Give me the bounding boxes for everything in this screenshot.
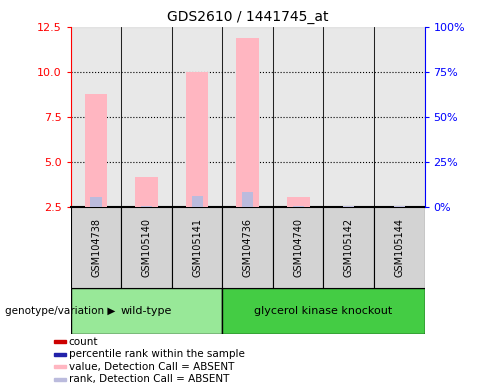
Bar: [71, 288, 223, 334]
Bar: [287, 197, 309, 207]
Bar: [343, 205, 354, 207]
Bar: [374, 207, 425, 288]
Bar: [242, 192, 253, 207]
Text: wild-type: wild-type: [121, 306, 172, 316]
Bar: [54, 365, 66, 368]
Bar: [172, 27, 223, 207]
Bar: [223, 288, 425, 334]
Bar: [84, 94, 107, 207]
Bar: [236, 38, 259, 207]
Text: GSM104738: GSM104738: [91, 218, 101, 277]
Bar: [141, 205, 152, 207]
Title: GDS2610 / 1441745_at: GDS2610 / 1441745_at: [167, 10, 328, 25]
Bar: [135, 177, 158, 207]
Bar: [71, 207, 122, 288]
Text: GSM105144: GSM105144: [394, 218, 404, 277]
Text: GSM105140: GSM105140: [142, 218, 152, 277]
Bar: [223, 207, 273, 288]
Text: GSM105142: GSM105142: [344, 218, 354, 277]
Bar: [273, 207, 324, 288]
Text: genotype/variation ▶: genotype/variation ▶: [5, 306, 115, 316]
Bar: [71, 27, 122, 207]
Bar: [324, 207, 374, 288]
Text: GSM105141: GSM105141: [192, 218, 202, 277]
Bar: [54, 340, 66, 343]
Text: value, Detection Call = ABSENT: value, Detection Call = ABSENT: [69, 361, 234, 372]
Bar: [54, 353, 66, 356]
Bar: [186, 72, 208, 207]
Text: count: count: [69, 336, 98, 347]
Text: GSM104736: GSM104736: [243, 218, 253, 277]
Bar: [192, 195, 203, 207]
Text: glycerol kinase knockout: glycerol kinase knockout: [254, 306, 393, 316]
Bar: [90, 197, 102, 207]
Bar: [273, 27, 324, 207]
Bar: [122, 27, 172, 207]
Bar: [223, 27, 273, 207]
Text: rank, Detection Call = ABSENT: rank, Detection Call = ABSENT: [69, 374, 229, 384]
Bar: [374, 27, 425, 207]
Bar: [122, 207, 172, 288]
Bar: [324, 27, 374, 207]
Bar: [293, 205, 304, 207]
Bar: [394, 205, 405, 207]
Bar: [54, 377, 66, 381]
Text: percentile rank within the sample: percentile rank within the sample: [69, 349, 244, 359]
Bar: [172, 207, 223, 288]
Text: GSM104740: GSM104740: [293, 218, 303, 277]
